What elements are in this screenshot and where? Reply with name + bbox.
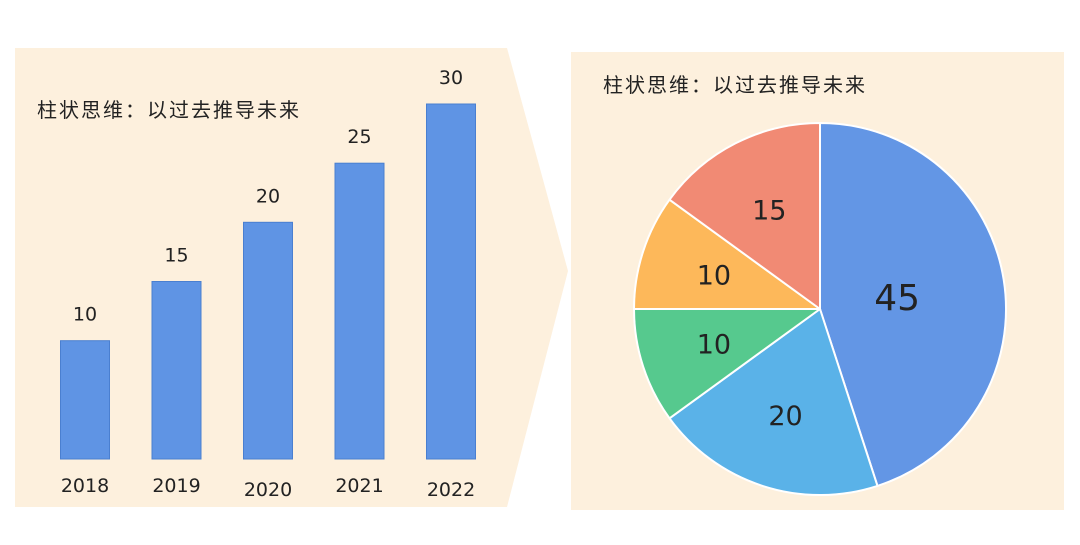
bar-2021 <box>334 162 385 460</box>
pie-slice-0 <box>819 122 1008 487</box>
bar-2022 <box>426 103 476 460</box>
bar-value-label: 10 <box>73 304 97 326</box>
category-label: 2022 <box>427 479 475 501</box>
bar-2019 <box>151 281 202 460</box>
category-label: 2020 <box>244 479 292 501</box>
bar-value-label: 30 <box>439 67 463 89</box>
category-label: 2019 <box>152 475 200 497</box>
bar-chart-title: 柱状思维：以过去推导未来 <box>37 98 301 122</box>
bar-2018 <box>60 340 110 460</box>
bar-value-label: 20 <box>256 185 280 207</box>
pie-slice-label: 10 <box>697 330 731 361</box>
pie-slice-2 <box>633 308 821 420</box>
pie-slice-label: 20 <box>768 401 802 432</box>
category-label: 2021 <box>335 475 383 497</box>
bar-value-label: 25 <box>347 126 371 148</box>
pie-series: 45 20 10 10 15 <box>633 122 1008 496</box>
pie-slice-label: 45 <box>874 278 920 319</box>
category-label: 2018 <box>61 475 109 497</box>
pie-slice-4 <box>668 122 821 310</box>
pie-slice-label: 10 <box>697 261 731 292</box>
bar-2020 <box>243 221 293 460</box>
bar-value-label: 15 <box>164 245 188 267</box>
pie-chart-title: 柱状思维：以过去推导未来 <box>603 73 867 97</box>
pie-slice-3 <box>633 198 821 310</box>
pie-slice-label: 15 <box>752 196 786 227</box>
pie-slice-1 <box>668 308 879 496</box>
